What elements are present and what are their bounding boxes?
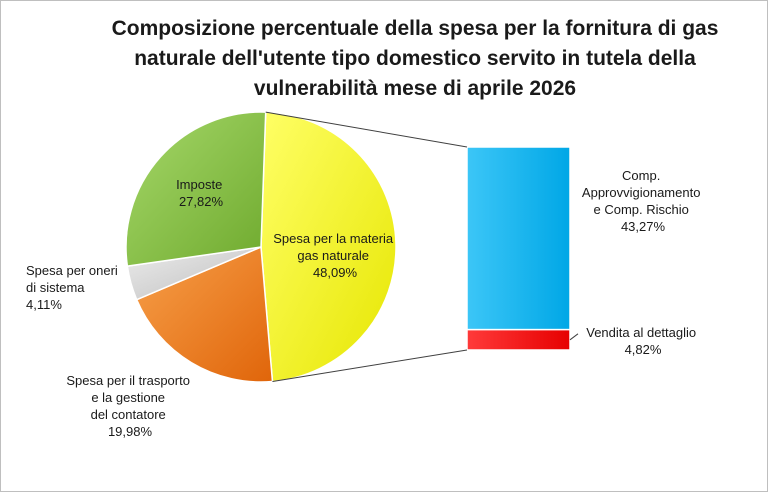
bar-value: 43,27%: [621, 219, 666, 234]
leader-line-vendita: [569, 333, 579, 341]
slice-label-line: Spesa per la materia: [273, 231, 394, 246]
slice-label-line: Imposte: [176, 177, 222, 192]
slice-trasporto: [135, 245, 274, 383]
bar-label-line: Approvvigionamento: [582, 185, 701, 200]
slice-label-line: del contatore: [91, 407, 166, 422]
slice-label-line: e la gestione: [91, 390, 165, 405]
slice-label-trasporto: Spesa per il trasporto e la gestione del…: [66, 373, 193, 439]
slice-label-line: Spesa per il trasporto: [66, 373, 190, 388]
bar-segment-approvvigionamento: [466, 146, 571, 331]
slice-label-line: di sistema: [26, 280, 85, 295]
bar-label-line: Comp.: [622, 168, 660, 183]
connector-line-bottom: [272, 349, 468, 383]
slice-label-line: Spesa per oneri: [26, 263, 118, 278]
connector-line-top: [265, 111, 468, 148]
bar-segments: [466, 146, 571, 351]
slice-value: 27,82%: [179, 194, 224, 209]
slice-imposte: [125, 111, 267, 267]
slice-label-oneri: Spesa per oneri di sistema 4,11%: [26, 263, 121, 312]
chart-title: Composizione percentuale della spesa per…: [95, 14, 735, 104]
slice-value: 48,09%: [313, 265, 358, 280]
chart-title-line: vulnerabilità mese di aprile 2026: [253, 77, 577, 100]
slice-materia: [260, 111, 397, 383]
bar-label-line: Vendita al dettaglio: [586, 325, 696, 340]
connector-lines: [265, 111, 579, 383]
bar-segment-vendita: [466, 328, 571, 351]
chart-title-line: Composizione percentuale della spesa per…: [111, 17, 719, 40]
pie-slices: [125, 111, 397, 383]
bar-label-vendita: Vendita al dettaglio 4,82%: [586, 325, 700, 357]
slice-label-imposte: Imposte 27,82%: [176, 177, 226, 209]
chart-title-line: naturale dell'utente tipo domestico serv…: [134, 47, 696, 70]
slice-label-materia: Spesa per la materia gas naturale 48,09%: [273, 231, 397, 280]
slice-value: 19,98%: [108, 424, 153, 439]
bar-label-line: e Comp. Rischio: [594, 202, 689, 217]
slice-label-line: gas naturale: [297, 248, 369, 263]
slice-value: 4,11%: [26, 297, 62, 312]
bar-value: 4,82%: [625, 342, 662, 357]
bar-label-approvvigionamento: Comp. Approvvigionamento e Comp. Rischio…: [582, 168, 704, 234]
